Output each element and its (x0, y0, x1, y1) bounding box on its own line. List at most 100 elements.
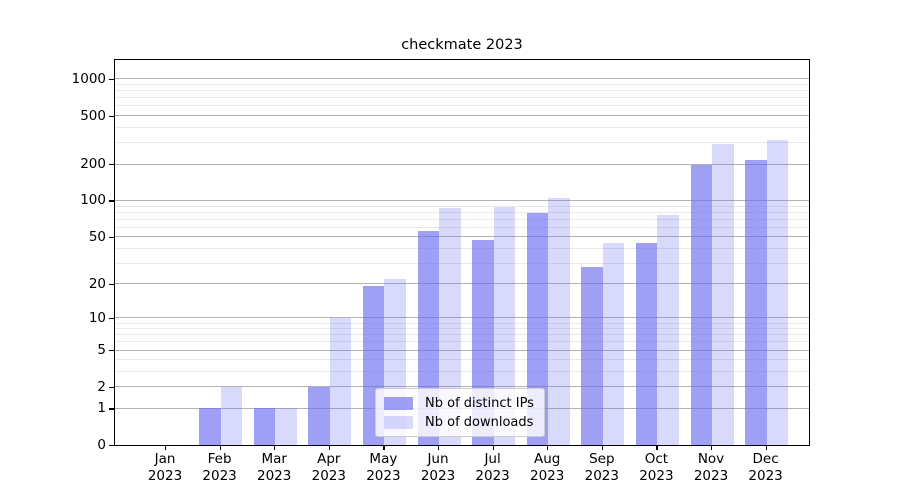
x-tick-label-month: Jan (154, 451, 176, 467)
bar-downloads-dec (766, 140, 789, 445)
x-tick-label-month: Aug (534, 451, 561, 467)
y-tick-label-1000: 1000 (71, 70, 106, 87)
x-tick-mark-sep (601, 446, 604, 450)
x-tick-label-month: Apr (317, 451, 341, 467)
x-tick-label-month: Feb (207, 451, 232, 467)
x-tick-mark-feb (219, 446, 221, 450)
x-tick-label-feb: Feb 2023 (192, 451, 248, 484)
gridline-minor-70 (115, 218, 809, 220)
x-tick-mark-aug (547, 446, 549, 450)
bar-distinct-ips-oct (635, 243, 658, 445)
x-tick-label-year: 2023 (639, 467, 674, 484)
legend-item-distinct-ips: Nb of distinct IPs (376, 394, 544, 413)
x-tick-label-may: May 2023 (355, 451, 411, 484)
x-tick-mark-jan (165, 446, 167, 450)
y-tick-label-5: 5 (97, 342, 106, 359)
y-tick-label-500: 500 (80, 107, 106, 124)
gridline-major-200 (115, 163, 809, 165)
x-tick-mark-mar (274, 446, 276, 450)
x-tick-label-year: 2023 (311, 467, 346, 484)
gridline-minor-400 (115, 126, 809, 128)
y-tick-mark-100 (109, 200, 114, 202)
gridline-minor-3 (115, 371, 809, 373)
gridline-major-10 (115, 317, 809, 319)
x-tick-label-year: 2023 (257, 467, 292, 484)
bar-distinct-ips-apr (308, 386, 330, 445)
y-tick-label-100: 100 (80, 192, 106, 209)
bar-distinct-ips-dec (745, 159, 767, 445)
x-tick-label-sep: Sep 2023 (574, 451, 630, 484)
x-tick-label-month: Sep (589, 451, 615, 467)
gridline-minor-4 (115, 359, 809, 361)
x-tick-label-year: 2023 (147, 467, 183, 484)
x-tick-label-month: Oct (644, 451, 669, 467)
x-tick-label-month: Jun (427, 451, 449, 467)
x-tick-mark-apr (328, 446, 331, 450)
gridline-minor-300 (115, 142, 809, 144)
plot-area (114, 59, 810, 446)
x-tick-label-month: May (369, 451, 398, 467)
x-tick-label-dec: Dec 2023 (738, 451, 794, 484)
bar-distinct-ips-aug (526, 212, 549, 445)
legend: Nb of distinct IPs Nb of downloads (375, 388, 545, 437)
gridline-minor-700 (115, 97, 809, 99)
bar-downloads-apr (329, 318, 352, 445)
gridline-minor-40 (115, 247, 809, 249)
x-tick-label-year: 2023 (475, 467, 510, 484)
gridline-minor-600 (115, 105, 809, 107)
x-tick-label-month: Mar (261, 451, 287, 467)
gridline-minor-900 (115, 84, 809, 86)
y-tick-label-200: 200 (80, 156, 106, 172)
y-tick-mark-500 (109, 115, 114, 117)
gridline-minor-8 (115, 328, 809, 330)
x-tick-label-year: 2023 (693, 467, 729, 484)
gridline-minor-60 (115, 226, 809, 228)
y-tick-mark-2 (109, 386, 114, 389)
gridline-major-2 (115, 386, 809, 388)
chart-title: checkmate 2023 (401, 37, 523, 53)
x-tick-label-jul: Jul 2023 (465, 451, 521, 484)
gridline-minor-6 (115, 341, 809, 343)
legend-label-distinct-ips: Nb of distinct IPs (425, 396, 534, 411)
legend-swatch-distinct-ips (384, 397, 413, 410)
y-tick-label-50: 50 (88, 228, 106, 245)
gridline-major-50 (115, 236, 809, 238)
x-tick-label-year: 2023 (420, 467, 456, 484)
bar-distinct-ips-sep (581, 266, 603, 445)
x-tick-label-aug: Aug 2023 (519, 451, 575, 484)
x-tick-mark-jun (438, 446, 440, 450)
y-tick-mark-0 (109, 445, 114, 447)
x-tick-mark-jul (492, 446, 494, 450)
x-tick-label-month: Jul (484, 451, 501, 467)
gridline-minor-90 (115, 205, 809, 207)
legend-label-downloads: Nb of downloads (425, 415, 534, 430)
bar-distinct-ips-mar (253, 408, 276, 445)
x-tick-label-year: 2023 (202, 467, 237, 484)
x-tick-mark-nov (711, 446, 713, 450)
y-tick-mark-1000 (109, 78, 114, 81)
bar-downloads-jul (493, 206, 516, 445)
y-tick-label-2: 2 (97, 378, 106, 395)
x-tick-label-year: 2023 (530, 467, 565, 484)
bar-downloads-nov (712, 143, 734, 445)
y-tick-label-20: 20 (88, 275, 106, 292)
x-tick-label-month: Dec (752, 451, 779, 467)
x-tick-label-apr: Apr 2023 (301, 451, 357, 484)
gridline-major-1000 (115, 78, 809, 80)
bar-downloads-oct (657, 214, 679, 445)
y-tick-label-1: 1 (97, 400, 106, 417)
y-tick-mark-50 (109, 236, 114, 238)
x-tick-label-month: Nov (697, 451, 725, 467)
y-tick-mark-10 (109, 317, 114, 320)
gridline-minor-80 (115, 211, 809, 213)
x-tick-label-mar: Mar 2023 (246, 451, 302, 484)
bar-downloads-feb (220, 386, 243, 445)
x-tick-label-year: 2023 (748, 467, 783, 484)
x-tick-mark-oct (656, 446, 658, 450)
bar-downloads-aug (548, 197, 570, 445)
gridline-major-20 (115, 283, 809, 285)
gridline-minor-9 (115, 322, 809, 324)
bar-downloads-sep (602, 243, 625, 445)
legend-item-downloads: Nb of downloads (376, 413, 544, 432)
gridline-minor-800 (115, 90, 809, 92)
